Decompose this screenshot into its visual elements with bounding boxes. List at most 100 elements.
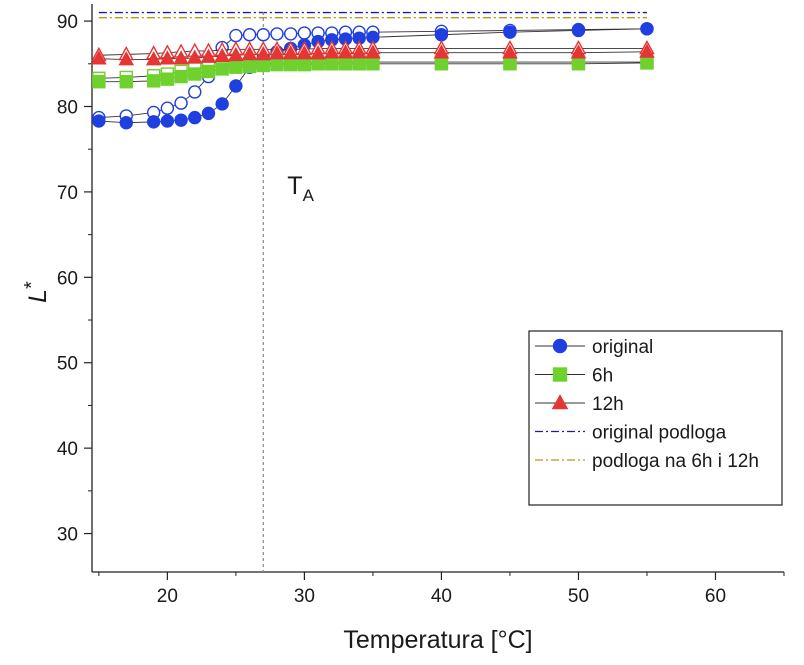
series-original-open-point [297,26,312,40]
series-6h-filled-point [256,58,270,73]
series-original-open-point [256,28,270,42]
series-12h-filled-point [173,50,189,65]
series-6h-filled-point [201,64,216,79]
series-12h-filled-point [351,44,367,59]
series-original-filled-point [119,116,133,130]
legend-box [528,330,783,506]
series-12h-filled-point [214,47,230,62]
plot-frame [91,4,784,573]
series-6h-filled-point [174,69,188,84]
y-axis-title: L* [21,281,52,303]
y-tick-label: 60 [57,268,78,289]
x-tick-label: 40 [431,586,452,607]
series-12h-filled-point [282,45,299,60]
y-axis-title-superscript: * [21,281,43,289]
series-original-open-point [270,27,284,41]
series-6h-filled-point [215,62,229,76]
series-original-open-point [229,28,243,43]
legend-marker-6h [552,367,568,382]
series-original-filled-point [92,114,106,128]
axis-titles: Temperatura [°C] L* [21,281,533,654]
legend-label: original podloga [592,423,727,444]
series-12h-filled-point [570,44,587,59]
x-tick-label: 50 [568,586,589,607]
series-original-filled-point [201,106,216,121]
series-6h-filled-point [229,60,243,74]
series-6h-filled-point [270,57,284,72]
series-6h-filled-point [188,67,202,81]
legend-label: 6h [592,366,613,387]
series-12h-filled-point [639,43,655,58]
x-tick-label: 30 [294,586,315,607]
y-tick-label: 50 [57,354,78,375]
series-6h-filled-point [297,57,312,72]
series-6h-filled-point [92,75,106,89]
series-original-open-point [174,96,188,110]
series-original-open-point [160,101,175,115]
y-tick-label: 70 [57,183,78,204]
x-tick-label: 20 [157,586,178,607]
series-6h-filled-point [434,57,449,71]
ta-annotation-label: TA [287,172,314,205]
series-original-filled-point [188,110,202,125]
series-12h-filled-point [433,44,450,59]
axis-ticks: 20 30 40 50 60 30 40 50 60 70 80 90 [57,12,785,607]
series-original-filled-point [174,113,188,127]
series-12h-filled-point [91,50,107,65]
x-tick-label: 60 [705,586,726,607]
series-12h-filled-point [118,51,135,66]
series-layer [91,22,655,130]
ta-subscript-text: A [303,186,315,205]
x-axis-title: Temperatura [°C] [343,626,532,654]
series-original-filled-point [434,28,449,42]
series-12h-filled-point [186,49,203,64]
y-tick-label: 40 [57,439,78,460]
reference-lines [98,11,647,19]
y-tick-label: 80 [57,97,78,118]
series-original-filled-point [640,22,654,36]
y-axis-title-main: L [24,289,52,303]
series-original-open-point [242,28,257,42]
series-12h-filled-point [145,51,162,66]
annotation-layer: TA [262,12,315,572]
series-6h-filled-point [146,74,161,88]
series-6h-filled-point [338,57,353,71]
series-6h-filled-point [352,57,366,71]
series-12h-filled-point [502,44,518,59]
series-12h-filled-point [228,46,244,62]
series-6h-filled-point [366,57,380,71]
series-6h-filled-point [571,57,586,71]
series-12h-filled-point [365,44,381,59]
legend-label: 12h [592,394,624,415]
series-12h-filled-point [337,44,354,59]
y-tick-label: 30 [57,525,78,546]
series-original-filled-point [160,114,175,128]
legend-label: original [592,337,653,358]
series-6h-filled-point [503,57,517,71]
series-6h-filled-point [640,56,654,70]
series-original-filled-point [503,25,517,39]
legend-marker-original [552,338,568,354]
series-6h-filled-point [325,57,339,71]
series-12h-filled-point [200,48,217,63]
series-original-filled-point [229,79,243,93]
series-original-open-point [188,85,202,99]
series-12h-filled-point [296,45,313,60]
y-tick-label: 90 [57,12,78,33]
series-12h-filled-point [310,45,326,60]
series-original-open-point [283,27,298,41]
series-original-filled-point [146,115,161,129]
series-12h-filled-point [324,44,340,59]
legend: original 6h 12h original podloga podloga na … [528,330,783,506]
series-original-filled-point [215,97,229,111]
ta-main-text: T [287,172,302,200]
series-6h-filled-point [119,75,133,89]
series-12h-filled-point [159,50,176,65]
series-6h-filled-point [283,57,298,72]
series-6h-filled-point [311,57,325,71]
series-6h-filled-point [242,59,257,74]
legend-marker-12h [551,394,569,410]
series-original-filled-point [571,23,586,38]
